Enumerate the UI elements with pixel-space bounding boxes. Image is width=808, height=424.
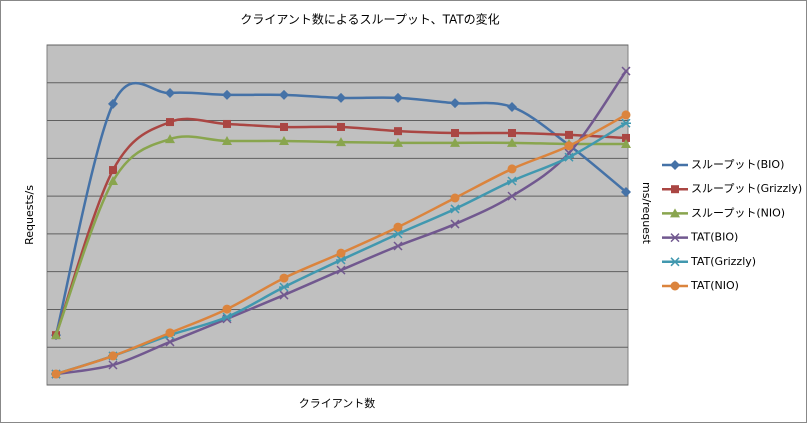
marker	[393, 222, 403, 232]
series	[51, 110, 631, 379]
marker	[165, 134, 175, 144]
marker	[507, 164, 517, 174]
marker	[565, 130, 573, 139]
marker	[109, 166, 117, 175]
marker	[51, 369, 61, 379]
marker	[222, 304, 232, 314]
marker	[450, 219, 460, 229]
legend-label: スループット(NIO)	[691, 206, 785, 219]
marker	[279, 290, 289, 300]
marker	[280, 122, 288, 131]
marker	[670, 160, 680, 170]
series-line	[54, 135, 627, 336]
marker	[279, 282, 289, 292]
marker	[450, 137, 460, 147]
marker	[223, 119, 231, 128]
marker	[507, 191, 517, 201]
marker	[393, 137, 403, 147]
marker	[108, 360, 118, 370]
marker	[165, 337, 175, 347]
legend-label: TAT(BIO)	[690, 231, 738, 244]
marker	[393, 241, 403, 251]
marker	[108, 176, 118, 185]
marker	[336, 255, 346, 265]
marker	[621, 66, 631, 76]
grid	[47, 44, 628, 386]
chart-title: クライアント数によるスループット、TATの変化	[240, 12, 499, 27]
marker	[507, 137, 517, 147]
marker	[337, 122, 345, 131]
marker	[451, 129, 459, 138]
marker	[450, 98, 460, 109]
marker	[336, 265, 346, 275]
marker	[108, 98, 118, 109]
series-line	[55, 70, 628, 376]
marker	[507, 176, 517, 186]
marker	[670, 257, 680, 267]
series-line	[54, 117, 627, 336]
marker	[393, 92, 403, 103]
marker	[622, 133, 630, 142]
marker	[671, 185, 679, 194]
marker	[450, 204, 460, 214]
lines	[51, 66, 631, 379]
marker	[670, 208, 680, 218]
marker	[222, 135, 232, 145]
marker	[507, 101, 517, 112]
marker	[394, 127, 402, 136]
marker	[621, 110, 631, 120]
y-axis-label: Requests/s	[23, 185, 36, 245]
marker	[670, 233, 680, 243]
legend-label: スループット(Grizzly)	[691, 182, 802, 195]
marker	[51, 330, 61, 340]
plot-area	[46, 44, 629, 386]
marker	[279, 273, 289, 283]
legend: スループット(BIO) スループット(Grizzly) スループット(NIO) TAT…	[662, 158, 802, 292]
marker	[621, 186, 631, 197]
marker	[450, 193, 460, 203]
legend-label: スループット(BIO)	[691, 158, 784, 171]
legend-label: TAT(NIO)	[690, 279, 739, 292]
series	[51, 134, 631, 340]
marker	[508, 129, 516, 138]
marker	[279, 135, 289, 145]
marker	[336, 92, 346, 103]
legend-label: TAT(Grizzly)	[690, 255, 756, 268]
y2-axis-label: ms/request	[640, 182, 653, 245]
marker	[336, 137, 346, 147]
marker	[336, 248, 346, 258]
marker	[670, 281, 680, 291]
marker	[222, 89, 232, 100]
marker	[564, 141, 574, 151]
marker	[108, 351, 118, 361]
marker	[564, 152, 574, 162]
marker	[621, 118, 631, 128]
x-axis-label: クライアント数	[299, 397, 376, 410]
marker	[222, 312, 232, 322]
marker	[166, 118, 174, 127]
marker	[165, 87, 175, 98]
marker	[165, 328, 175, 338]
marker	[393, 229, 403, 239]
marker	[621, 138, 631, 148]
marker	[279, 89, 289, 100]
